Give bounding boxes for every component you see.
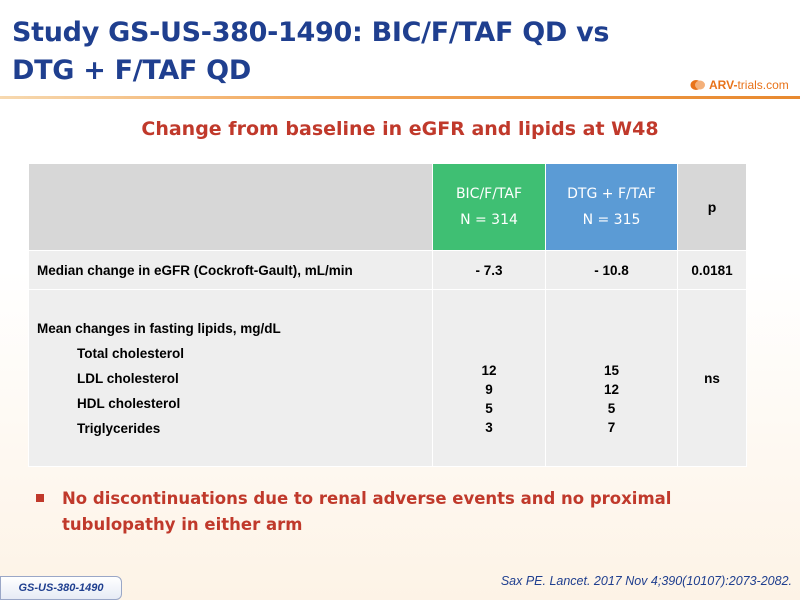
lipid-item-hdl: HDL cholesterol	[77, 395, 181, 411]
table-row-egfr: Median change in eGFR (Cockroft-Gault), …	[28, 250, 747, 290]
lipid-arm2-value: 7	[607, 420, 616, 435]
egfr-arm1: - 7.3	[432, 250, 546, 290]
table-row-lipids: Mean changes in fasting lipids, mg/dL To…	[28, 289, 747, 467]
lipid-arm1-value: 9	[485, 382, 493, 397]
lipid-arm1-value: 12	[481, 363, 497, 378]
bullet-text: No discontinuations due to renal adverse…	[62, 489, 672, 534]
logo-icon	[690, 80, 705, 90]
lipid-item-total-cholesterol: Total cholesterol	[77, 345, 185, 361]
title-divider	[0, 96, 800, 99]
lipids-label: Mean changes in fasting lipids, mg/dL	[37, 320, 281, 336]
header-blank-cell	[28, 163, 433, 251]
slide-subtitle: Change from baseline in eGFR and lipids …	[141, 118, 659, 140]
lipid-arm2-value: 5	[607, 401, 616, 416]
bullet-point: No discontinuations due to renal adverse…	[36, 486, 786, 538]
lipid-arm2-value: 15	[603, 363, 620, 378]
lipids-arm2: 15 12 5 7	[545, 289, 678, 467]
arm1-n: N = 314	[460, 212, 518, 228]
arm2-name: DTG + F/TAF	[567, 186, 656, 202]
lipids-p: ns	[677, 289, 747, 467]
egfr-p: 0.0181	[677, 250, 747, 290]
bullet-square-icon	[36, 494, 44, 502]
logo-text-bold: ARV-	[709, 78, 738, 92]
results-table: BIC/F/TAF N = 314 DTG + F/TAF N = 315 p …	[28, 163, 747, 467]
study-tag: GS-US-380-1490	[0, 576, 122, 600]
slide-title-line2: DTG + F/TAF QD	[12, 55, 251, 86]
lipids-arm1: 12 9 5 3	[432, 289, 546, 467]
logo-text: trials.com	[737, 78, 789, 92]
lipid-arm1-value: 3	[485, 420, 493, 435]
lipids-label-cell: Mean changes in fasting lipids, mg/dL To…	[28, 289, 433, 467]
arm2-n: N = 315	[582, 212, 641, 228]
egfr-label: Median change in eGFR (Cockroft-Gault), …	[28, 250, 433, 290]
lipid-item-triglycerides: Triglycerides	[77, 420, 161, 436]
egfr-arm2: - 10.8	[545, 250, 678, 290]
lipid-arm2-value: 12	[603, 382, 620, 397]
lipid-arm1-value: 5	[485, 401, 493, 416]
reference-citation: Sax PE. Lancet. 2017 Nov 4;390(10107):20…	[500, 574, 792, 588]
header-arm1: BIC/F/TAF N = 314	[432, 163, 546, 251]
header-arm2: DTG + F/TAF N = 315	[545, 163, 678, 251]
arm1-name: BIC/F/TAF	[455, 186, 523, 202]
header-p: p	[677, 163, 747, 251]
slide-title-line1: Study GS-US-380-1490: BIC/F/TAF QD vs	[12, 17, 610, 48]
lipid-item-ldl: LDL cholesterol	[77, 370, 179, 386]
slide-title: Study GS-US-380-1490: BIC/F/TAF QD vs DT…	[12, 14, 652, 90]
arv-trials-logo: ARV-trials.com	[690, 78, 789, 92]
table-header-row: BIC/F/TAF N = 314 DTG + F/TAF N = 315 p	[28, 163, 747, 251]
